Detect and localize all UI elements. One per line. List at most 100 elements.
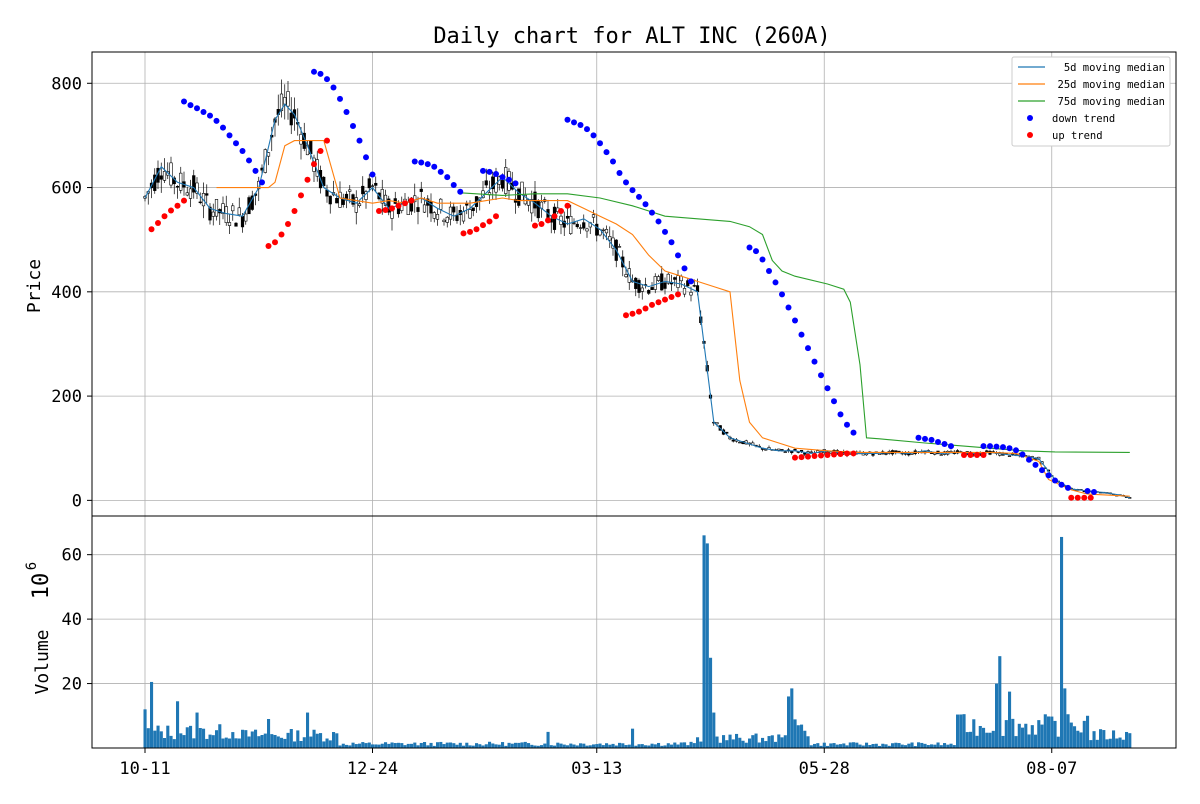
volume-bar bbox=[1030, 725, 1034, 748]
volume-bar bbox=[793, 719, 797, 748]
down-trend-dot bbox=[350, 123, 356, 130]
volume-bar bbox=[371, 744, 375, 748]
volume-bar bbox=[1099, 729, 1103, 748]
volume-bar bbox=[471, 745, 475, 748]
volume-bar bbox=[481, 745, 485, 748]
volume-bar bbox=[315, 733, 319, 748]
down-trend-dot bbox=[629, 187, 636, 194]
candle-body bbox=[422, 204, 427, 213]
volume-bar bbox=[507, 742, 511, 748]
volume-bar bbox=[1128, 733, 1132, 748]
down-trend-dot bbox=[811, 358, 818, 365]
volume-bar bbox=[917, 742, 921, 748]
candle-body bbox=[783, 451, 787, 453]
volume-bar bbox=[878, 745, 882, 748]
candle-body bbox=[461, 211, 466, 222]
volume-bar bbox=[195, 712, 199, 748]
volume-bar bbox=[982, 727, 986, 748]
up-trend-dot bbox=[389, 205, 395, 212]
down-trend-dot bbox=[493, 170, 499, 177]
volume-bar bbox=[254, 729, 258, 748]
volume-bar bbox=[1027, 734, 1031, 748]
up-trend-dot bbox=[402, 200, 408, 207]
volume-bar bbox=[949, 743, 953, 748]
candle-body bbox=[575, 223, 579, 228]
volume-bar bbox=[978, 725, 982, 748]
volume-bar bbox=[926, 745, 930, 748]
down-trend-dot bbox=[1084, 487, 1091, 494]
volume-bar bbox=[218, 724, 222, 748]
volume-bar bbox=[146, 728, 150, 748]
volume-bar bbox=[972, 719, 976, 748]
price-grid bbox=[92, 52, 1176, 516]
candle-body bbox=[809, 451, 813, 454]
volume-bar bbox=[536, 745, 540, 748]
volume-bar bbox=[611, 743, 615, 748]
candle-body bbox=[650, 287, 654, 290]
down-trend-dot bbox=[759, 256, 766, 263]
volume-bar bbox=[475, 743, 479, 748]
down-trend-dot bbox=[1065, 484, 1071, 491]
up-trend-dot bbox=[395, 202, 402, 209]
candle-body bbox=[195, 182, 199, 194]
down-trend-dot bbox=[369, 171, 376, 178]
volume-bar bbox=[273, 734, 277, 748]
up-trend-dot bbox=[298, 192, 304, 199]
candle-body bbox=[374, 182, 378, 186]
volume-bar bbox=[1060, 536, 1064, 748]
volume-bar bbox=[332, 732, 336, 748]
volume-bar bbox=[1076, 730, 1080, 748]
volume-bar bbox=[1008, 691, 1012, 748]
volume-bar bbox=[865, 742, 869, 748]
down-trend-dot bbox=[444, 174, 451, 181]
volume-bar bbox=[228, 738, 232, 748]
down-trend-dot bbox=[431, 163, 438, 170]
down-trend-dot bbox=[564, 116, 571, 123]
candle-body bbox=[445, 216, 449, 223]
up-trend-dot bbox=[675, 291, 681, 298]
volume-bar bbox=[410, 743, 414, 748]
volume-bar bbox=[1043, 714, 1047, 748]
down-trend-dot bbox=[506, 176, 512, 183]
volume-bar bbox=[959, 714, 963, 748]
down-trend-dot bbox=[1045, 472, 1052, 479]
down-trend-dot bbox=[993, 443, 1000, 450]
up-trend-dot bbox=[662, 296, 668, 303]
volume-bar bbox=[748, 738, 752, 748]
volume-bar bbox=[783, 735, 787, 748]
volume-bar bbox=[270, 734, 274, 748]
volume-yticks: 20 40 60 bbox=[62, 546, 92, 695]
ma5-line bbox=[144, 103, 1130, 499]
up-trend-dot bbox=[148, 226, 155, 233]
volume-bar bbox=[215, 730, 219, 748]
down-trend-dot bbox=[457, 188, 464, 195]
candle-body bbox=[738, 441, 742, 444]
up-trend-dot bbox=[285, 221, 291, 228]
candle-body bbox=[439, 198, 443, 210]
volume-bar bbox=[156, 725, 160, 748]
down-trend-dot bbox=[837, 411, 844, 418]
up-trend-dot bbox=[278, 231, 285, 238]
candle-body bbox=[523, 194, 527, 205]
volume-bar bbox=[579, 743, 583, 748]
volume-bar bbox=[553, 745, 557, 748]
candle-body bbox=[500, 180, 505, 189]
volume-bar bbox=[202, 728, 206, 748]
volume-bar bbox=[1118, 737, 1122, 748]
down-trend-dot bbox=[655, 218, 662, 225]
volume-bar bbox=[913, 746, 917, 748]
up-trend-dot bbox=[798, 454, 805, 461]
volume-bar bbox=[956, 714, 960, 748]
volume-bar bbox=[348, 745, 352, 748]
candle-body bbox=[383, 194, 388, 206]
down-trend-dot bbox=[337, 95, 343, 102]
volume-bar bbox=[172, 739, 176, 748]
down-trend-dot bbox=[616, 169, 623, 176]
volume-bar bbox=[413, 742, 417, 748]
volume-bar bbox=[969, 731, 973, 748]
volume-bar bbox=[241, 729, 245, 748]
candle-body bbox=[452, 206, 456, 213]
volume-bar bbox=[848, 742, 852, 748]
volume-bar bbox=[588, 745, 592, 748]
volume-bar bbox=[608, 744, 612, 748]
